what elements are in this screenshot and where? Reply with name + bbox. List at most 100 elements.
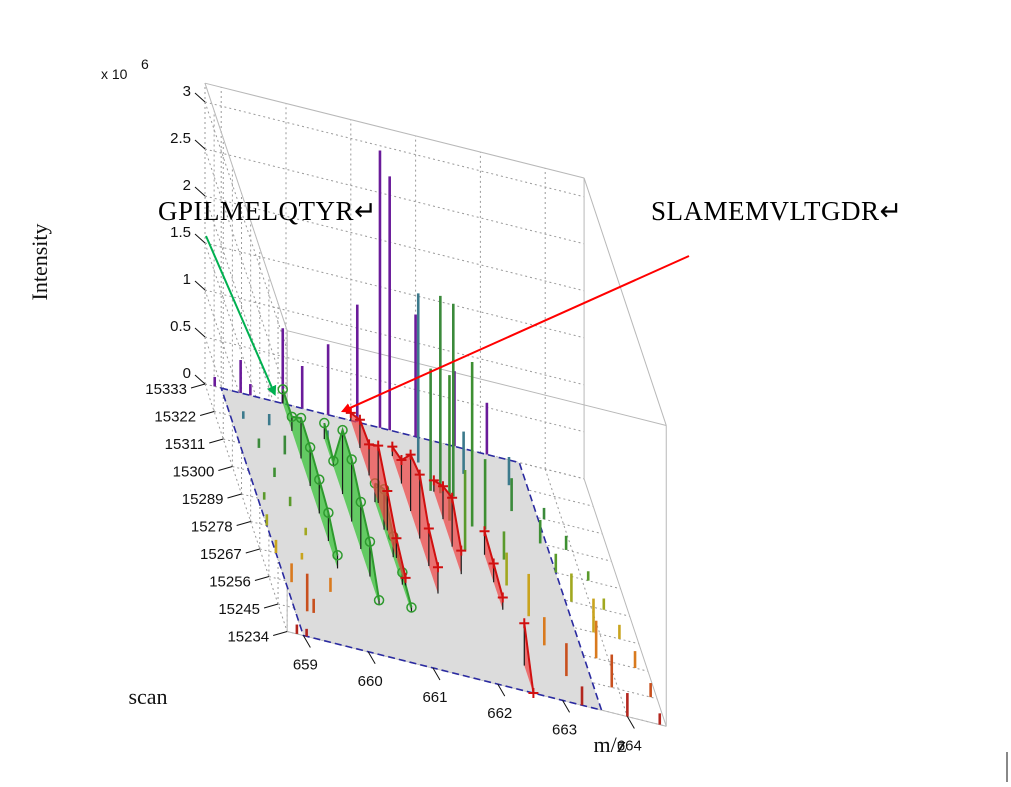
scan-tick-label: 15245 xyxy=(218,601,260,618)
ribbon-profile-line xyxy=(391,446,439,568)
grid-line-left-z xyxy=(204,242,288,491)
selection-plane xyxy=(219,386,603,712)
data-point-circle xyxy=(406,602,417,613)
scan-tick-label: 15278 xyxy=(191,519,233,536)
grid-line-back-z xyxy=(204,242,585,339)
z-tick-label: 3 xyxy=(183,83,191,100)
data-point-plus xyxy=(519,618,530,629)
grid-line-left-z xyxy=(204,383,288,632)
data-point-plus xyxy=(414,469,425,480)
ribbon-profile-line xyxy=(523,623,535,694)
z-tick-mark xyxy=(194,374,206,385)
mz-tick-label: 660 xyxy=(358,673,383,690)
scan-tick-mark xyxy=(227,493,242,499)
z-tick-label: 1.5 xyxy=(170,224,191,241)
scan-tick-label: 15256 xyxy=(209,574,251,591)
z-tick-mark xyxy=(194,280,206,291)
scan-tick-label: 15234 xyxy=(227,629,269,646)
ribbon-profile-line xyxy=(323,422,381,601)
grid-line-left-z xyxy=(204,148,288,397)
data-point-plus xyxy=(437,481,448,492)
grid-line-back-z xyxy=(204,289,585,386)
data-point-circle xyxy=(364,536,376,548)
data-point-circle xyxy=(337,424,348,436)
scan-tick-mark xyxy=(254,576,270,581)
data-point-plus xyxy=(497,592,508,603)
data-point-circle xyxy=(277,384,289,395)
z-tick-label: 2 xyxy=(183,177,191,194)
peptide-label-1: SLAMEMVLTGDR↵ xyxy=(651,196,903,226)
scan-tick-mark xyxy=(209,438,224,444)
data-point-circle xyxy=(332,550,343,561)
data-point-circle xyxy=(295,412,307,424)
data-point-circle xyxy=(304,442,316,453)
data-point-plus xyxy=(364,439,375,450)
data-point-circle xyxy=(346,454,357,465)
data-point-plus xyxy=(528,688,539,699)
mz-tick-mark xyxy=(626,716,635,729)
data-point-plus xyxy=(432,562,443,573)
z-tick-mark xyxy=(194,233,206,244)
data-point-plus xyxy=(354,414,365,425)
axis-box-edge xyxy=(583,177,667,426)
ribbon-fill xyxy=(392,446,438,594)
data-point-plus xyxy=(396,455,407,466)
scan-axis: 15333 15322 15311 15300 15289 15278 15267 15256… xyxy=(128,381,288,709)
mz-tick-label: 661 xyxy=(422,689,447,706)
z-tick-mark xyxy=(194,139,206,150)
data-point-plus xyxy=(382,485,393,496)
axis-box-edge xyxy=(583,478,667,727)
z-axis: 0 0.5 1 1.5 2 2.5 3 x 10 6 Intensity xyxy=(27,56,206,385)
z-tick-label: 2.5 xyxy=(170,130,191,147)
z-exponent-label: x 10 xyxy=(101,66,128,82)
data-point-plus xyxy=(488,558,499,569)
scan-tick-mark xyxy=(263,603,279,609)
scan-tick-label: 15267 xyxy=(200,546,242,563)
scan-tick-label: 15300 xyxy=(173,464,215,481)
axis-box-edge xyxy=(204,83,288,331)
data-point-circle xyxy=(373,595,385,606)
scan-tick-label: 15333 xyxy=(145,381,187,398)
mz-tick-label: 662 xyxy=(487,705,512,722)
peptide-arrow-0 xyxy=(205,235,277,396)
data-point-circle xyxy=(328,455,339,467)
scan-tick-mark xyxy=(199,411,215,416)
mz-tick-label: 663 xyxy=(552,721,577,738)
mz-tick-mark xyxy=(367,651,376,665)
grid-line-left-z xyxy=(204,195,288,444)
data-point-plus xyxy=(373,440,384,451)
grid-line-back-z xyxy=(204,101,585,198)
mz-tick-mark xyxy=(432,667,441,681)
data-point-circle xyxy=(355,496,367,508)
data-point-circle xyxy=(323,507,334,518)
grid-line-back-z xyxy=(204,195,585,292)
data-point-plus xyxy=(387,441,398,452)
scan-axis-label: scan xyxy=(128,684,167,709)
scan-tick-mark xyxy=(190,383,206,389)
mz-tick-label: 664 xyxy=(617,738,642,755)
mz-tick-mark xyxy=(497,683,506,697)
grid-line-left-z xyxy=(204,101,288,350)
peptide-arrow-1 xyxy=(340,255,690,413)
scan-tick-mark xyxy=(236,521,251,526)
scan-tick-mark xyxy=(273,631,288,636)
data-point-circle xyxy=(319,417,330,429)
grid-line-floor-mz xyxy=(544,468,628,717)
mz-tick-label: 659 xyxy=(293,657,318,674)
z-tick-mark xyxy=(194,186,206,197)
z-tick-label: 1 xyxy=(183,271,191,288)
z-axis-label: Intensity xyxy=(27,224,52,301)
data-point-circle xyxy=(314,474,325,485)
annotations: GPILMELQTYR↵ SLAMEMVLTGDR↵ xyxy=(158,196,903,413)
scan-tick-mark xyxy=(218,466,233,471)
ribbon-profile-line xyxy=(433,479,463,551)
series-slamemvltgdr xyxy=(345,407,539,699)
grid-line-back-z xyxy=(204,336,585,433)
data-point-plus xyxy=(479,526,490,537)
data-point-plus xyxy=(447,492,458,503)
mz-tick-mark xyxy=(302,635,311,648)
data-point-plus xyxy=(405,449,416,460)
